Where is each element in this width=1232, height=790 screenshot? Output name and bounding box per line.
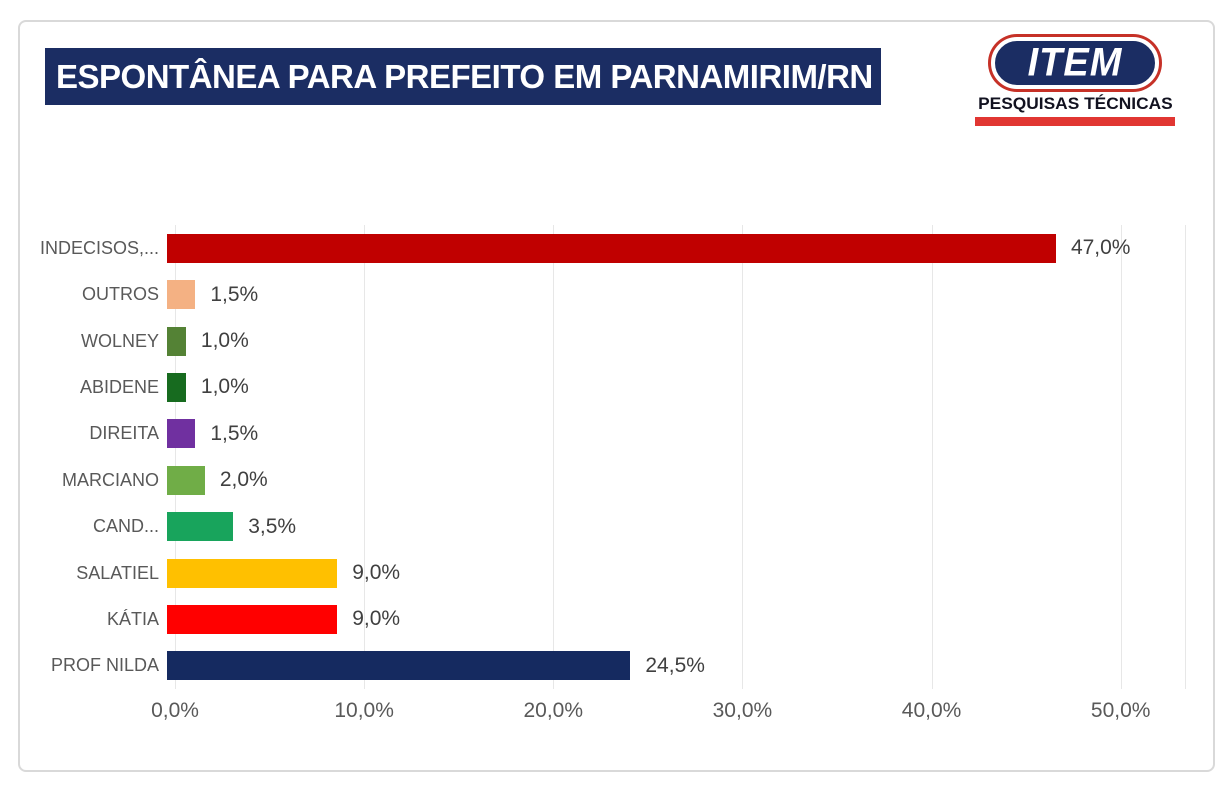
bar	[167, 558, 338, 588]
bar	[167, 372, 186, 402]
value-label: 3,5%	[248, 514, 297, 538]
item-logo-tagline: PESQUISAS TÉCNICAS	[977, 94, 1173, 113]
bar	[167, 326, 186, 356]
category-label: INDECISOS,...	[39, 237, 159, 258]
x-axis: 0,0% 10,0% 20,0% 30,0% 40,0% 50,0%	[151, 699, 1185, 729]
bar	[167, 233, 1056, 263]
category-label: PROF NILDA	[50, 655, 159, 676]
x-tick-label: 0,0%	[151, 699, 199, 722]
chart-row: WOLNEY 1,0%	[30, 318, 1202, 364]
bar	[167, 651, 631, 681]
category-label: ABIDENE	[79, 376, 159, 397]
chart-frame	[18, 20, 1215, 772]
chart-row: DIREITA 1,5%	[30, 411, 1202, 457]
value-label: 9,0%	[352, 607, 401, 631]
chart-row: MARCIANO 2,0%	[30, 457, 1202, 503]
chart-title-banner: ESPONTÂNEA PARA PREFEITO EM PARNAMIRIM/R…	[45, 48, 881, 105]
bar-track: 1,5%	[167, 411, 1177, 457]
value-label: 1,5%	[210, 421, 259, 445]
category-label: DIREITA	[89, 423, 159, 444]
bar	[167, 280, 196, 310]
value-label: 9,0%	[352, 561, 401, 585]
bars-container: INDECISOS,... 47,0% OUTROS 1,5% WOLNEY 1,0% AB…	[30, 225, 1202, 689]
value-label: 1,0%	[200, 375, 249, 399]
bar	[167, 512, 234, 542]
bar	[167, 419, 196, 449]
x-tick-label: 30,0%	[712, 699, 773, 722]
bar-track: 47,0%	[167, 225, 1177, 271]
category-label: WOLNEY	[80, 330, 159, 351]
chart-row: SALATIEL 9,0%	[30, 550, 1202, 596]
x-tick-label: 50,0%	[1090, 699, 1151, 722]
bar-track: 9,0%	[167, 596, 1177, 642]
chart-title: ESPONTÂNEA PARA PREFEITO EM PARNAMIRIM/R…	[56, 57, 873, 95]
bar	[167, 604, 338, 634]
item-logo: ITEM PESQUISAS TÉCNICAS	[974, 33, 1176, 126]
chart-row: ABIDENE 1,0%	[30, 364, 1202, 410]
bar-track: 1,0%	[167, 364, 1177, 410]
value-label: 24,5%	[645, 653, 705, 677]
chart-row: KÁTIA 9,0%	[30, 596, 1202, 642]
value-label: 1,5%	[210, 282, 259, 306]
bar-track: 3,5%	[167, 503, 1177, 549]
value-label: 47,0%	[1070, 236, 1131, 260]
chart-row: CAND... 3,5%	[30, 503, 1202, 549]
bar	[167, 465, 205, 495]
bar-track: 1,0%	[167, 318, 1177, 364]
bar-track: 2,0%	[167, 457, 1177, 503]
value-label: 1,0%	[200, 329, 249, 353]
chart-row: INDECISOS,... 47,0%	[30, 225, 1202, 271]
chart-row: PROF NILDA 24,5%	[30, 643, 1202, 689]
x-tick-label: 10,0%	[334, 699, 394, 722]
bar-track: 1,5%	[167, 271, 1177, 317]
bar-track: 9,0%	[167, 550, 1177, 596]
category-label: OUTROS	[81, 284, 159, 305]
value-label: 2,0%	[219, 468, 268, 492]
category-label: CAND...	[92, 516, 159, 537]
x-tick-label: 20,0%	[523, 699, 584, 722]
chart-row: OUTROS 1,5%	[30, 271, 1202, 317]
item-logo-brand: ITEM	[1027, 40, 1123, 85]
category-label: KÁTIA	[106, 608, 159, 629]
x-tick-label: 40,0%	[901, 699, 962, 722]
item-logo-pill: ITEM	[991, 37, 1159, 89]
category-label: SALATIEL	[76, 562, 159, 583]
category-label: MARCIANO	[61, 469, 159, 490]
item-logo-underline	[975, 117, 1175, 126]
bar-track: 24,5%	[167, 643, 1177, 689]
